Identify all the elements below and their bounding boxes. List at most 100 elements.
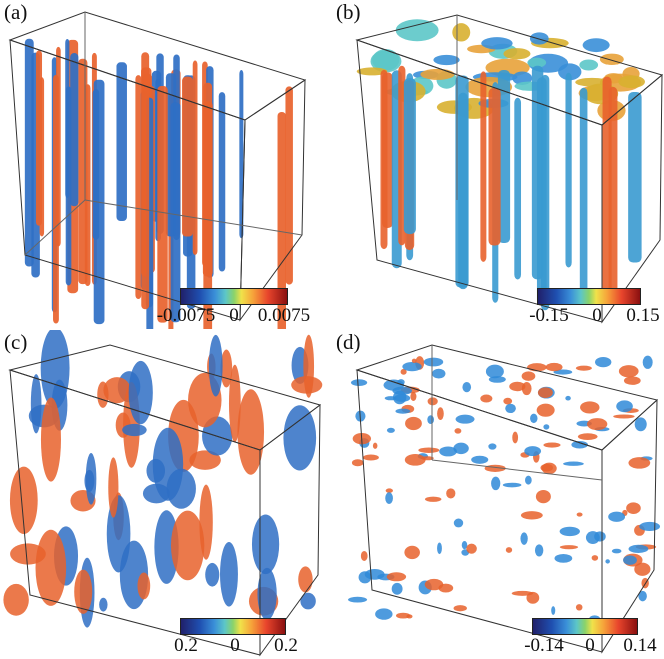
vortex-streak [39, 77, 45, 237]
vortex-streak [277, 111, 286, 329]
colorbar-min-label: 0.2 [174, 635, 198, 656]
vortex-cap [356, 67, 388, 76]
vortex-fragment [439, 446, 457, 457]
vortex-column [514, 97, 522, 280]
vortex-streak [170, 102, 181, 323]
vortex-fragment [613, 414, 635, 419]
vortex-fragment [634, 562, 651, 576]
vortex-fragment [553, 369, 573, 375]
vortex-column [579, 87, 588, 304]
colorbar-mid-label: 0 [592, 305, 602, 326]
vortex-blob [74, 569, 93, 614]
vortex-fragment [502, 482, 522, 488]
vortex-fragment [540, 463, 553, 472]
panel-label: (d) [336, 330, 361, 354]
vortex-fragment [505, 547, 513, 553]
vortex-fragment [577, 433, 598, 440]
vortex-fragment [384, 396, 397, 401]
vortex-blob [103, 377, 131, 404]
vortex-streak [65, 38, 70, 198]
vortex-fragment [509, 381, 526, 392]
vortex-fragment [623, 555, 637, 565]
vortex-fragment [386, 427, 395, 433]
vortex-fragment [563, 461, 584, 466]
vortex-column [455, 75, 469, 288]
vortex-fragment [521, 371, 536, 381]
panel-label: (a) [4, 0, 28, 24]
vortex-blob [208, 334, 223, 397]
vortex-fragment [375, 608, 393, 620]
vortex-fragment [616, 400, 633, 413]
colorbar-gradient [180, 288, 288, 305]
vortex-fragment [358, 571, 372, 584]
vortex-fragment [383, 379, 405, 391]
vortex-cap [420, 68, 455, 80]
panel-b: (b) -0.15 0 0.15 [332, 0, 664, 329]
vortex-fragment [418, 447, 440, 453]
vortex-fragment [520, 532, 528, 545]
colorbar-mid-label: 0 [230, 635, 240, 656]
vortex-streak [53, 74, 59, 324]
vortex-streak [135, 75, 142, 300]
vortex-cap [527, 57, 547, 68]
vortex-fragment [505, 403, 516, 414]
vortex-fragment [404, 545, 420, 560]
vortex-fragment [525, 475, 532, 485]
vortex-fragment [608, 511, 626, 522]
vortex-streak [203, 82, 213, 329]
vortex-fragment [639, 521, 661, 532]
vortex-blob [3, 583, 29, 616]
vortex-fragment [488, 443, 497, 450]
vortex-fragment [453, 605, 467, 612]
vortex-fragment [520, 511, 543, 520]
vortex-fragment [386, 572, 407, 582]
colorbar-min-label: -0.0075 [156, 305, 216, 326]
vortex-fragment [410, 392, 417, 401]
colorbar-mid-label: 0 [229, 305, 239, 326]
vortex-fragment [618, 365, 639, 378]
vortex-blob [219, 541, 238, 607]
vortex-fragment [530, 413, 538, 424]
vortex-fragment [575, 604, 583, 611]
vortex-cap [481, 37, 513, 50]
vortex-fragment [535, 489, 551, 504]
vortex-cap [582, 38, 610, 53]
vortex-fragment [372, 442, 378, 449]
vortex-fragment [385, 492, 393, 504]
vortex-fragment [391, 582, 403, 595]
vortex-fragment [503, 397, 513, 405]
vortex-fragment [402, 362, 422, 372]
vortex-streak [218, 92, 226, 272]
vortex-blob [40, 397, 61, 482]
vortex-fragment [461, 541, 468, 550]
colorbar: 0.2 0 0.2 [174, 618, 300, 658]
vortex-fragment [605, 559, 610, 564]
vortex-fragment [362, 454, 379, 461]
panel-label: (b) [336, 0, 361, 24]
vortex-fragment [411, 358, 417, 363]
vortex-column [398, 65, 406, 246]
vortex-fragment [559, 545, 579, 550]
vortex-cap [618, 75, 645, 89]
vortex-streak [182, 76, 193, 237]
colorbar-gradient [537, 288, 641, 305]
vortex-blob [283, 405, 317, 471]
vortex-fragment [628, 544, 649, 554]
vortex-fragment [466, 543, 477, 554]
vortex-fragment [642, 355, 653, 369]
vortex-fragment [554, 554, 573, 563]
vortex-blob [205, 562, 220, 587]
vortex-blob [300, 592, 316, 610]
vortex-streak [192, 60, 198, 255]
vortex-fragment [437, 542, 442, 555]
vortex-blob [35, 529, 67, 606]
vortex-streak [70, 53, 79, 207]
vortex-fragment [438, 583, 454, 593]
vortex-fragment [427, 415, 435, 424]
vortex-streak [239, 70, 244, 239]
panel-label: (c) [4, 330, 28, 354]
vortex-cap [503, 48, 531, 60]
colorbar-max-label: 0.0075 [257, 305, 311, 326]
colorbar-mid-label: 0 [585, 635, 595, 656]
vortex-column [480, 71, 487, 262]
